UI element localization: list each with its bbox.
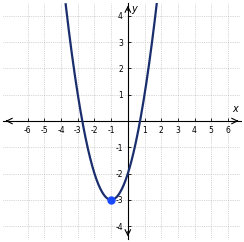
Text: x: x bbox=[232, 104, 238, 114]
Text: y: y bbox=[131, 4, 137, 14]
